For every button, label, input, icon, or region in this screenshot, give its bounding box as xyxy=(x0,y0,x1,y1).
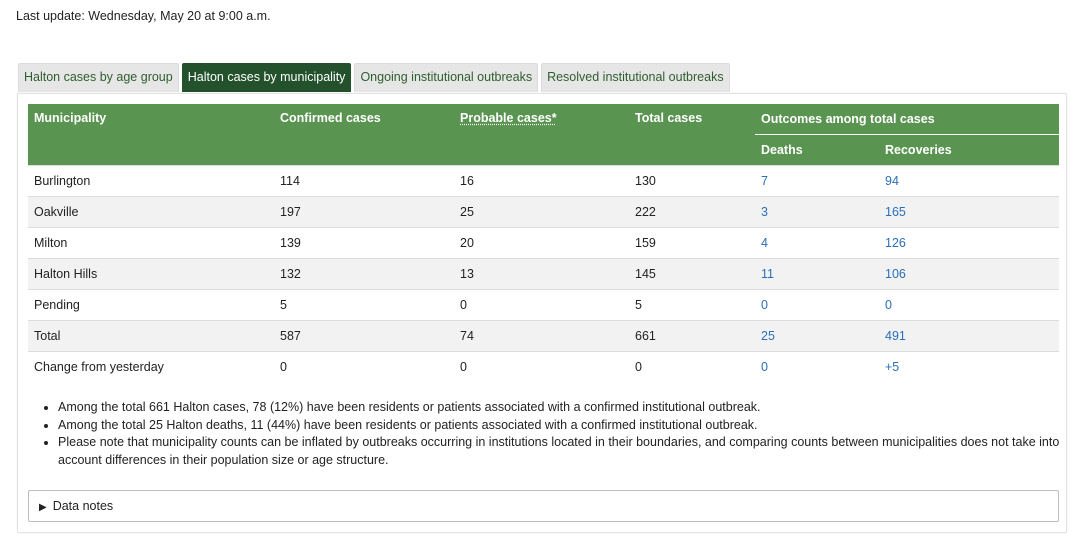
table-row: Oakville 197 25 222 3 165 xyxy=(28,196,1059,228)
table-row: Change from yesterday 0 0 0 0 +5 xyxy=(28,351,1059,382)
cell-deaths: 4 xyxy=(755,227,879,259)
cell-recoveries: 94 xyxy=(879,165,1059,197)
header-municipality[interactable]: Municipality xyxy=(28,104,274,166)
cell-probable: 20 xyxy=(454,227,629,259)
cell-confirmed: 132 xyxy=(274,258,454,290)
cell-total: 145 xyxy=(629,258,755,290)
header-recoveries[interactable]: Recoveries xyxy=(879,134,1059,166)
cell-probable: 0 xyxy=(454,289,629,321)
cell-deaths: 11 xyxy=(755,258,879,290)
cell-confirmed: 587 xyxy=(274,320,454,352)
tab-age-group[interactable]: Halton cases by age group xyxy=(18,63,179,92)
tab-resolved-outbreaks[interactable]: Resolved institutional outbreaks xyxy=(541,63,730,92)
cell-total: 130 xyxy=(629,165,755,197)
header-confirmed[interactable]: Confirmed cases xyxy=(274,104,454,166)
municipality-table: Municipality Confirmed cases Probable ca… xyxy=(28,104,1059,382)
cell-total: 222 xyxy=(629,196,755,228)
cell-recoveries: 491 xyxy=(879,320,1059,352)
note-item: Among the total 25 Halton deaths, 11 (44… xyxy=(58,417,1078,435)
tab-bar: Halton cases by age group Halton cases b… xyxy=(18,63,730,92)
table-row: Total 587 74 661 25 491 xyxy=(28,320,1059,352)
cell-municipality: Halton Hills xyxy=(28,258,274,290)
header-probable[interactable]: Probable cases* xyxy=(454,104,629,166)
table-row: Burlington 114 16 130 7 94 xyxy=(28,165,1059,197)
cell-total: 0 xyxy=(629,351,755,382)
data-notes-toggle[interactable]: ▶ Data notes xyxy=(28,490,1059,522)
cell-recoveries: 126 xyxy=(879,227,1059,259)
cell-confirmed: 139 xyxy=(274,227,454,259)
header-deaths[interactable]: Deaths xyxy=(755,134,879,166)
cell-probable: 13 xyxy=(454,258,629,290)
probable-cases-link[interactable]: Probable cases* xyxy=(460,111,557,125)
cell-confirmed: 114 xyxy=(274,165,454,197)
cell-probable: 74 xyxy=(454,320,629,352)
cell-total: 661 xyxy=(629,320,755,352)
municipality-panel: Municipality Confirmed cases Probable ca… xyxy=(17,93,1067,533)
data-notes-label: Data notes xyxy=(52,499,114,513)
cell-deaths: 3 xyxy=(755,196,879,228)
table-row: Milton 139 20 159 4 126 xyxy=(28,227,1059,259)
cell-deaths: 0 xyxy=(755,289,879,321)
cell-municipality: Burlington xyxy=(28,165,274,197)
tab-municipality[interactable]: Halton cases by municipality xyxy=(181,63,352,92)
note-item: Among the total 661 Halton cases, 78 (12… xyxy=(58,399,1078,417)
cell-deaths: 7 xyxy=(755,165,879,197)
cell-recoveries: 106 xyxy=(879,258,1059,290)
cell-municipality: Pending xyxy=(28,289,274,321)
notes-list: Among the total 661 Halton cases, 78 (12… xyxy=(40,399,1078,469)
cell-recoveries: 0 xyxy=(879,289,1059,321)
cell-deaths: 0 xyxy=(755,351,879,382)
cell-municipality: Total xyxy=(28,320,274,352)
cell-deaths: 25 xyxy=(755,320,879,352)
cell-probable: 25 xyxy=(454,196,629,228)
table-row: Pending 5 0 5 0 0 xyxy=(28,289,1059,321)
table-row: Halton Hills 132 13 145 11 106 xyxy=(28,258,1059,290)
cell-confirmed: 197 xyxy=(274,196,454,228)
cell-recoveries: 165 xyxy=(879,196,1059,228)
cell-probable: 16 xyxy=(454,165,629,197)
note-item: Please note that municipality counts can… xyxy=(58,434,1078,469)
cell-confirmed: 5 xyxy=(274,289,454,321)
tab-ongoing-outbreaks[interactable]: Ongoing institutional outbreaks xyxy=(354,63,539,92)
cell-municipality: Milton xyxy=(28,227,274,259)
cell-probable: 0 xyxy=(454,351,629,382)
cell-confirmed: 0 xyxy=(274,351,454,382)
cell-recoveries: +5 xyxy=(879,351,1059,382)
cell-municipality: Change from yesterday xyxy=(28,351,274,382)
last-update-text: Last update: Wednesday, May 20 at 9:00 a… xyxy=(16,9,271,23)
header-total[interactable]: Total cases xyxy=(629,104,755,166)
cell-total: 159 xyxy=(629,227,755,259)
cell-total: 5 xyxy=(629,289,755,321)
header-outcomes: Outcomes among total cases xyxy=(755,104,1059,135)
cell-municipality: Oakville xyxy=(28,196,274,228)
triangle-right-icon: ▶ xyxy=(39,502,47,513)
